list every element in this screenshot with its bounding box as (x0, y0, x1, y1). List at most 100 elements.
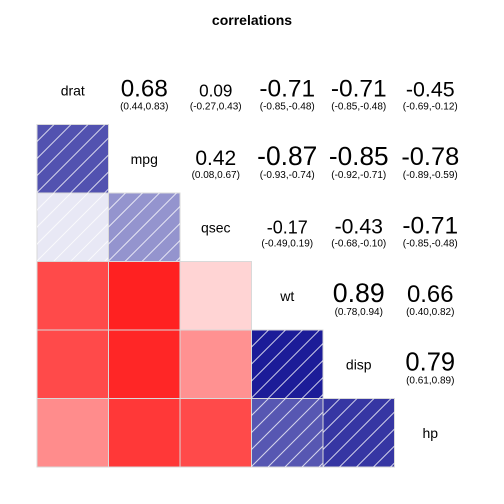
var-label-wt: wt (279, 288, 294, 304)
hatch-group (251, 398, 323, 467)
corr-ci-qsec-hp: (-0.85,-0.48) (403, 238, 458, 249)
corr-ci-qsec-disp: (-0.68,-0.10) (331, 238, 386, 249)
hatch-line (87, 239, 109, 262)
corr-ci-mpg-wt: (-0.93,-0.74) (260, 170, 315, 181)
corr-value-mpg-qsec: 0.42 (195, 147, 236, 170)
chart-title: correlations (212, 12, 292, 28)
corr-value-drat-mpg: 0.68 (121, 75, 168, 102)
hatch-line (251, 330, 269, 348)
shade-cell-hp-drat (36, 398, 109, 468)
hatch-line (301, 445, 323, 467)
corr-value-drat-wt: -0.71 (259, 75, 315, 102)
hatch-line (37, 193, 55, 211)
hatch-line (251, 330, 286, 365)
corr-value-qsec-hp: -0.71 (402, 212, 458, 239)
hatch-line (323, 398, 341, 417)
corr-ci-mpg-qsec: (0.08,0.67) (192, 170, 240, 181)
hatch-group (37, 124, 109, 193)
corr-ci-drat-disp: (-0.85,-0.48) (331, 101, 386, 112)
corr-value-disp-hp: 0.79 (405, 348, 455, 376)
hatch-line (53, 137, 109, 193)
hatch-line (408, 399, 477, 468)
hatch-line (373, 445, 395, 467)
hatch-line (267, 411, 323, 467)
correlogram-cells: dratmpgqsecwtdisphp0.68(0.44,0.83)0.09(-… (36, 75, 504, 468)
hatch-line (53, 205, 109, 262)
var-label-drat: drat (61, 82, 85, 98)
hatch-line (108, 193, 126, 211)
hatch-line (124, 205, 180, 262)
hatch-line (37, 124, 72, 160)
hatch-line (323, 398, 375, 451)
var-label-hp: hp (422, 425, 438, 441)
hatch-line (108, 193, 177, 262)
corr-ci-drat-hp: (-0.69,-0.12) (403, 101, 458, 112)
hatch-line (459, 399, 504, 468)
shade-cell-hp-mpg (108, 398, 181, 468)
hatch-line (37, 193, 106, 262)
corr-ci-wt-hp: (0.40,0.82) (406, 307, 454, 318)
corr-value-mpg-wt: -0.87 (257, 141, 317, 171)
hatch-line (323, 398, 358, 434)
shade-cell-mpg-drat (36, 124, 109, 194)
corr-value-mpg-disp: -0.85 (329, 141, 389, 171)
corr-value-drat-disp: -0.71 (331, 75, 387, 102)
corr-value-wt-disp: 0.89 (333, 278, 385, 308)
corr-value-mpg-hp: -0.78 (401, 143, 459, 171)
hatch-line (158, 239, 180, 262)
hatch-line (108, 193, 143, 228)
hatch-line (37, 124, 38, 126)
shade-cell-disp-qsec (179, 329, 252, 399)
hatch-line (323, 398, 392, 467)
corr-ci-drat-mpg: (0.44,0.83) (120, 101, 168, 112)
hatch-line (442, 399, 504, 468)
hatch-line (356, 428, 395, 467)
shade-cell-disp-drat (36, 329, 109, 399)
hatch-line (284, 428, 323, 467)
hatch-line (251, 398, 269, 417)
hatch-line (70, 222, 109, 262)
hatch-line (251, 398, 320, 467)
shade-cell-disp-wt (251, 329, 324, 399)
var-label-mpg: mpg (131, 151, 158, 167)
hatch-line (251, 330, 303, 382)
hatch-line (37, 124, 55, 143)
corr-ci-drat-wt: (-0.85,-0.48) (260, 101, 315, 112)
corr-value-qsec-wt: -0.17 (267, 217, 308, 237)
hatch-line (37, 193, 72, 228)
corr-value-qsec-disp: -0.43 (335, 215, 383, 238)
shade-cell-hp-qsec (179, 398, 252, 468)
hatch-line (87, 171, 109, 193)
corr-value-drat-hp: -0.45 (406, 77, 455, 101)
hatch-line (251, 330, 320, 399)
hatch-group (251, 330, 323, 399)
corr-value-drat-qsec: 0.09 (199, 81, 232, 100)
hatch-line (339, 411, 395, 467)
corr-ci-drat-qsec: (-0.27,0.43) (190, 101, 242, 112)
hatch-line (267, 342, 323, 399)
hatch-line (251, 398, 286, 434)
shade-cell-qsec-mpg (108, 192, 181, 262)
corr-ci-qsec-wt: (-0.49,0.19) (261, 238, 313, 249)
shade-cell-wt-qsec (179, 261, 252, 331)
hatch-line (37, 193, 38, 194)
corr-ci-wt-disp: (0.78,0.94) (335, 307, 383, 318)
hatch-line (70, 154, 109, 193)
hatch-line (37, 193, 89, 245)
hatch-line (37, 124, 89, 177)
hatch-group (37, 193, 109, 262)
hatch-group (108, 193, 180, 262)
shade-cell-wt-mpg (108, 261, 181, 331)
hatch-line (284, 359, 323, 399)
hatch-line (37, 124, 106, 193)
shade-cell-disp-mpg (108, 329, 181, 399)
hatch-line (141, 222, 180, 262)
hatch-line (108, 193, 160, 245)
corr-ci-disp-hp: (0.61,0.89) (406, 375, 454, 386)
var-label-qsec: qsec (201, 219, 231, 235)
corr-value-wt-hp: 0.66 (407, 281, 454, 308)
corr-ci-mpg-disp: (-0.92,-0.71) (331, 170, 386, 181)
hatch-line (301, 376, 323, 399)
hatch-group (323, 398, 504, 468)
